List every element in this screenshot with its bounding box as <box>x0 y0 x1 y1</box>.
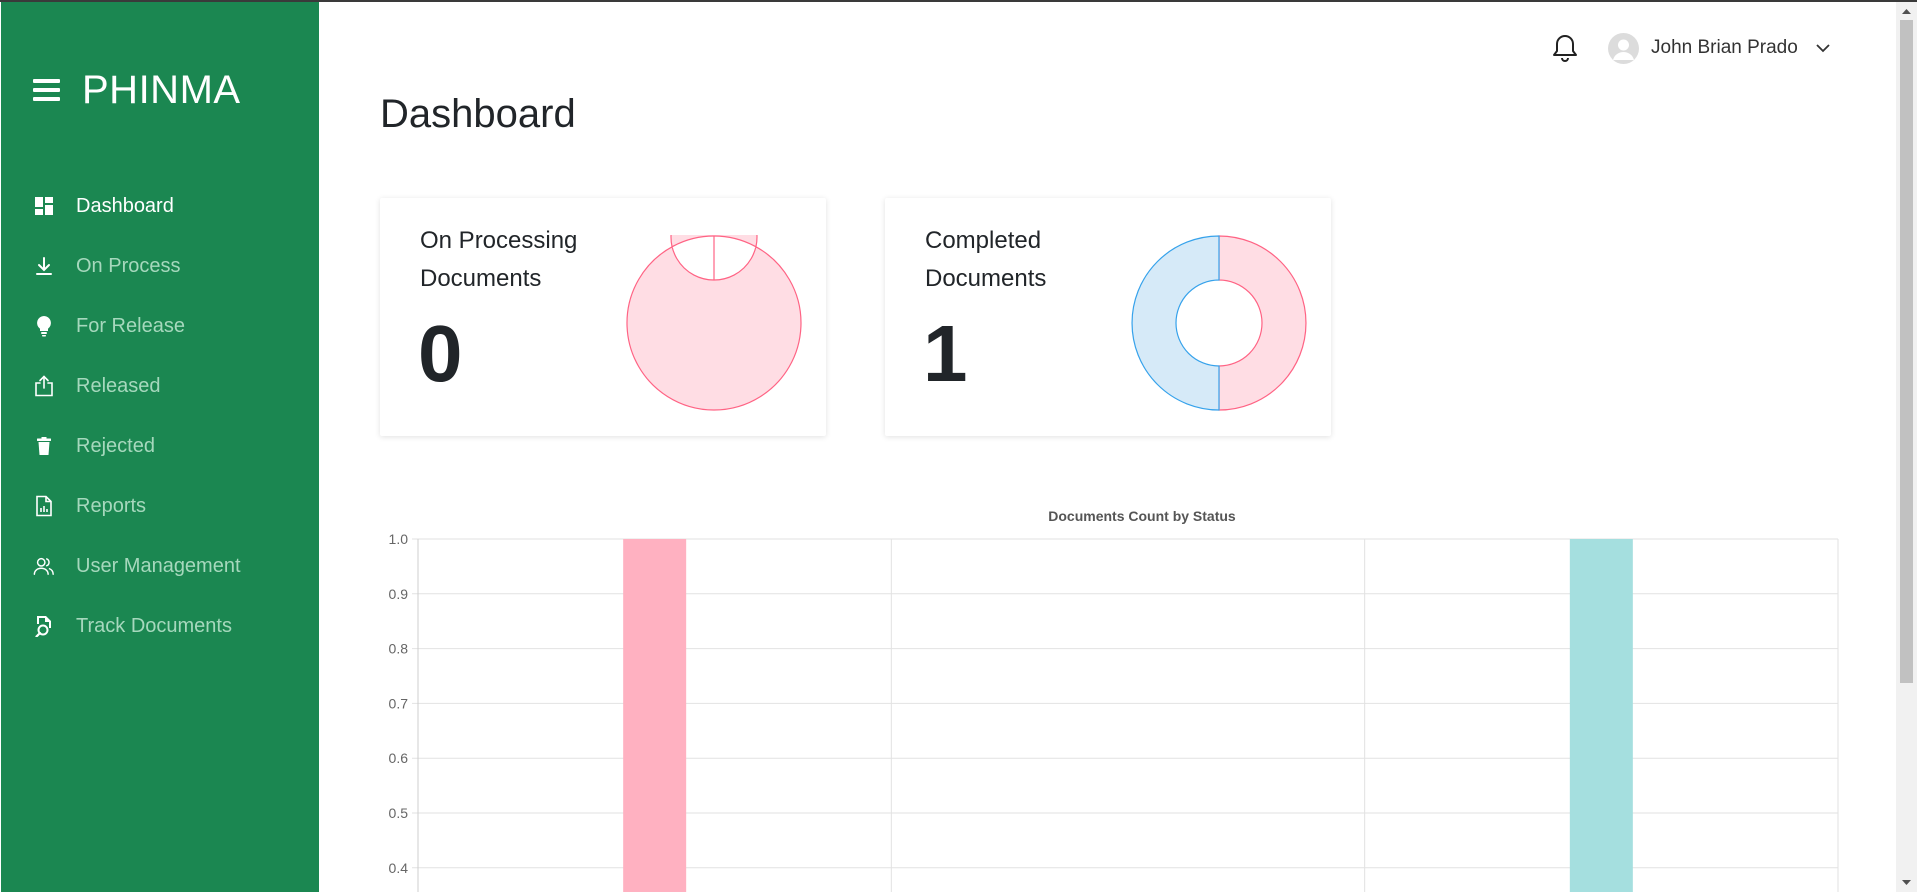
page-title: Dashboard <box>380 92 576 136</box>
sidebar-item-label: Reports <box>76 494 147 517</box>
sidebar: PHINMA Dashboard On Process <box>1 2 319 892</box>
sidebar-item-label: For Release <box>76 314 185 337</box>
scroll-down-icon[interactable] <box>1896 876 1917 890</box>
scroll-up-icon[interactable] <box>1896 4 1917 18</box>
y-tick-label: 0.5 <box>389 805 409 821</box>
completed-donut-chart <box>1131 235 1307 411</box>
on-processing-card: On Processing Documents 0 <box>380 198 826 436</box>
card-value: 1 <box>923 309 968 398</box>
sidebar-item-reports[interactable]: Reports <box>1 476 319 536</box>
menu-toggle-icon[interactable] <box>33 79 60 101</box>
sidebar-item-rejected[interactable]: Rejected <box>1 416 319 476</box>
trash-icon <box>33 435 55 457</box>
report-icon <box>33 495 55 517</box>
sidebar-item-label: Dashboard <box>76 194 174 217</box>
donut-slice <box>626 235 802 411</box>
user-menu[interactable]: John Brian Prado <box>1608 30 1832 66</box>
sidebar-item-user-management[interactable]: User Management <box>1 536 319 596</box>
track-icon <box>33 615 55 637</box>
vertical-scrollbar[interactable] <box>1896 2 1917 892</box>
y-tick-label: 0.7 <box>389 695 409 711</box>
y-tick-label: 1.0 <box>389 531 409 547</box>
sidebar-item-released[interactable]: Released <box>1 356 319 416</box>
lightbulb-icon <box>33 315 55 337</box>
documents-count-bar-chart: Documents Count by Status 1.0 0.9 0.8 0.7 0.6… <box>389 508 1839 892</box>
completed-card: Completed Documents 1 <box>885 198 1331 436</box>
sidebar-item-for-release[interactable]: For Release <box>1 296 319 356</box>
y-tick-label: 0.4 <box>389 860 409 876</box>
dashboard-icon <box>33 195 55 217</box>
bell-icon[interactable] <box>1551 33 1579 63</box>
card-title: Completed Documents <box>925 227 1047 292</box>
sidebar-item-label: On Process <box>76 254 181 277</box>
avatar <box>1608 32 1639 64</box>
chevron-down-icon[interactable] <box>1814 39 1832 57</box>
sidebar-item-label: Rejected <box>76 434 155 457</box>
card-title: On Processing Documents <box>420 227 578 292</box>
sidebar-item-dashboard[interactable]: Dashboard <box>1 176 319 236</box>
users-icon <box>33 555 55 577</box>
upload-icon <box>33 375 55 397</box>
chart-title: Documents Count by Status <box>1048 508 1236 524</box>
brand: PHINMA <box>33 68 241 112</box>
donut-slice <box>1218 235 1307 411</box>
sidebar-item-label: User Management <box>76 554 241 577</box>
bar <box>623 539 687 892</box>
sidebar-item-label: Released <box>76 374 161 397</box>
download-icon <box>33 255 55 277</box>
bar <box>1569 539 1633 892</box>
user-name: John Brian Prado <box>1651 37 1798 58</box>
brand-title: PHINMA <box>82 67 241 112</box>
on-processing-donut-chart <box>626 235 802 411</box>
window-top-border <box>0 0 1917 2</box>
sidebar-item-label: Track Documents <box>76 614 232 637</box>
card-value: 0 <box>418 309 463 398</box>
sidebar-item-on-process[interactable]: On Process <box>1 236 319 296</box>
y-tick-label: 0.6 <box>389 750 409 766</box>
y-tick-label: 0.9 <box>389 586 409 602</box>
sidebar-item-track-documents[interactable]: Track Documents <box>1 596 319 656</box>
donut-slice <box>1131 235 1220 411</box>
scrollbar-thumb[interactable] <box>1900 20 1913 683</box>
y-tick-label: 0.8 <box>389 641 409 657</box>
sidebar-nav: Dashboard On Process For Release <box>1 176 319 656</box>
